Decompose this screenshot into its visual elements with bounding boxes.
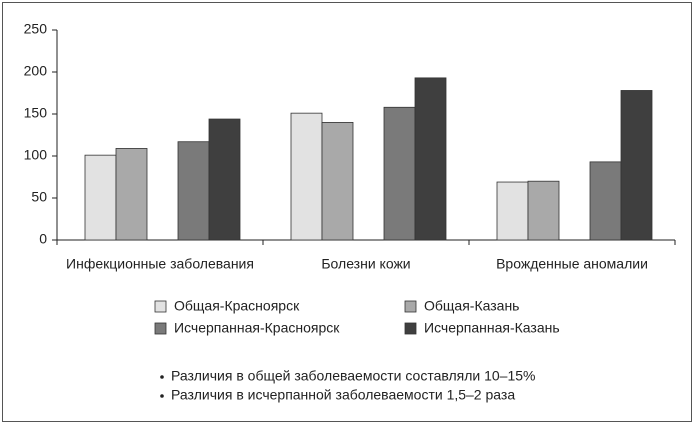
bar [115,148,148,241]
x-tick-label: Болезни кожи [321,256,410,272]
y-tick-label: 200 [24,63,48,79]
bar [84,154,117,241]
y-tick-label: 0 [39,231,47,247]
legend-label: Общая-Красноярск [174,298,300,314]
legend-swatch [404,322,417,335]
legend-label: Исчерпанная-Красноярск [174,320,340,336]
y-tick-label: 100 [24,147,48,163]
note: Различия в общей заболеваемости составля… [171,368,535,384]
bullet [160,394,164,398]
legend-label: Общая-Казань [424,298,519,314]
legend-swatch [154,300,167,313]
bar [321,122,354,241]
legend-swatch [154,322,167,335]
legend-label: Исчерпанная-Казань [424,320,560,336]
y-tick-label: 150 [24,105,48,121]
bar [496,181,529,241]
bar [414,77,447,241]
bar [383,106,416,241]
y-tick-label: 50 [31,189,47,205]
bullet [160,375,164,379]
legend-swatch [404,300,417,313]
frame [2,2,692,422]
y-tick-label: 250 [24,21,48,37]
bar [589,161,622,241]
note: Различия в исчерпанной заболеваемости 1,… [171,387,515,403]
x-tick-label: Инфекционные заболевания [66,256,254,272]
bar [208,118,241,241]
bar [620,90,653,241]
bar [527,180,560,241]
bar [290,112,323,241]
bar [177,141,210,241]
x-tick-label: Врожденные аномалии [496,256,648,272]
